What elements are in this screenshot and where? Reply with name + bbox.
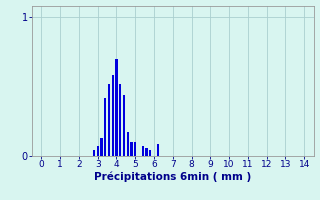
Bar <box>93 150 95 156</box>
Bar <box>123 95 125 156</box>
Bar <box>108 84 110 156</box>
X-axis label: Précipitations 6min ( mm ): Précipitations 6min ( mm ) <box>94 172 252 182</box>
Bar <box>142 146 144 156</box>
Bar <box>97 146 99 156</box>
Bar <box>100 138 103 156</box>
Bar <box>119 84 121 156</box>
Bar <box>104 98 106 156</box>
Bar <box>134 142 136 156</box>
Bar <box>130 142 132 156</box>
Bar <box>115 59 118 156</box>
Bar <box>149 150 151 156</box>
Bar <box>127 132 129 156</box>
Bar <box>145 148 148 156</box>
Bar <box>157 144 159 156</box>
Bar <box>112 75 114 156</box>
